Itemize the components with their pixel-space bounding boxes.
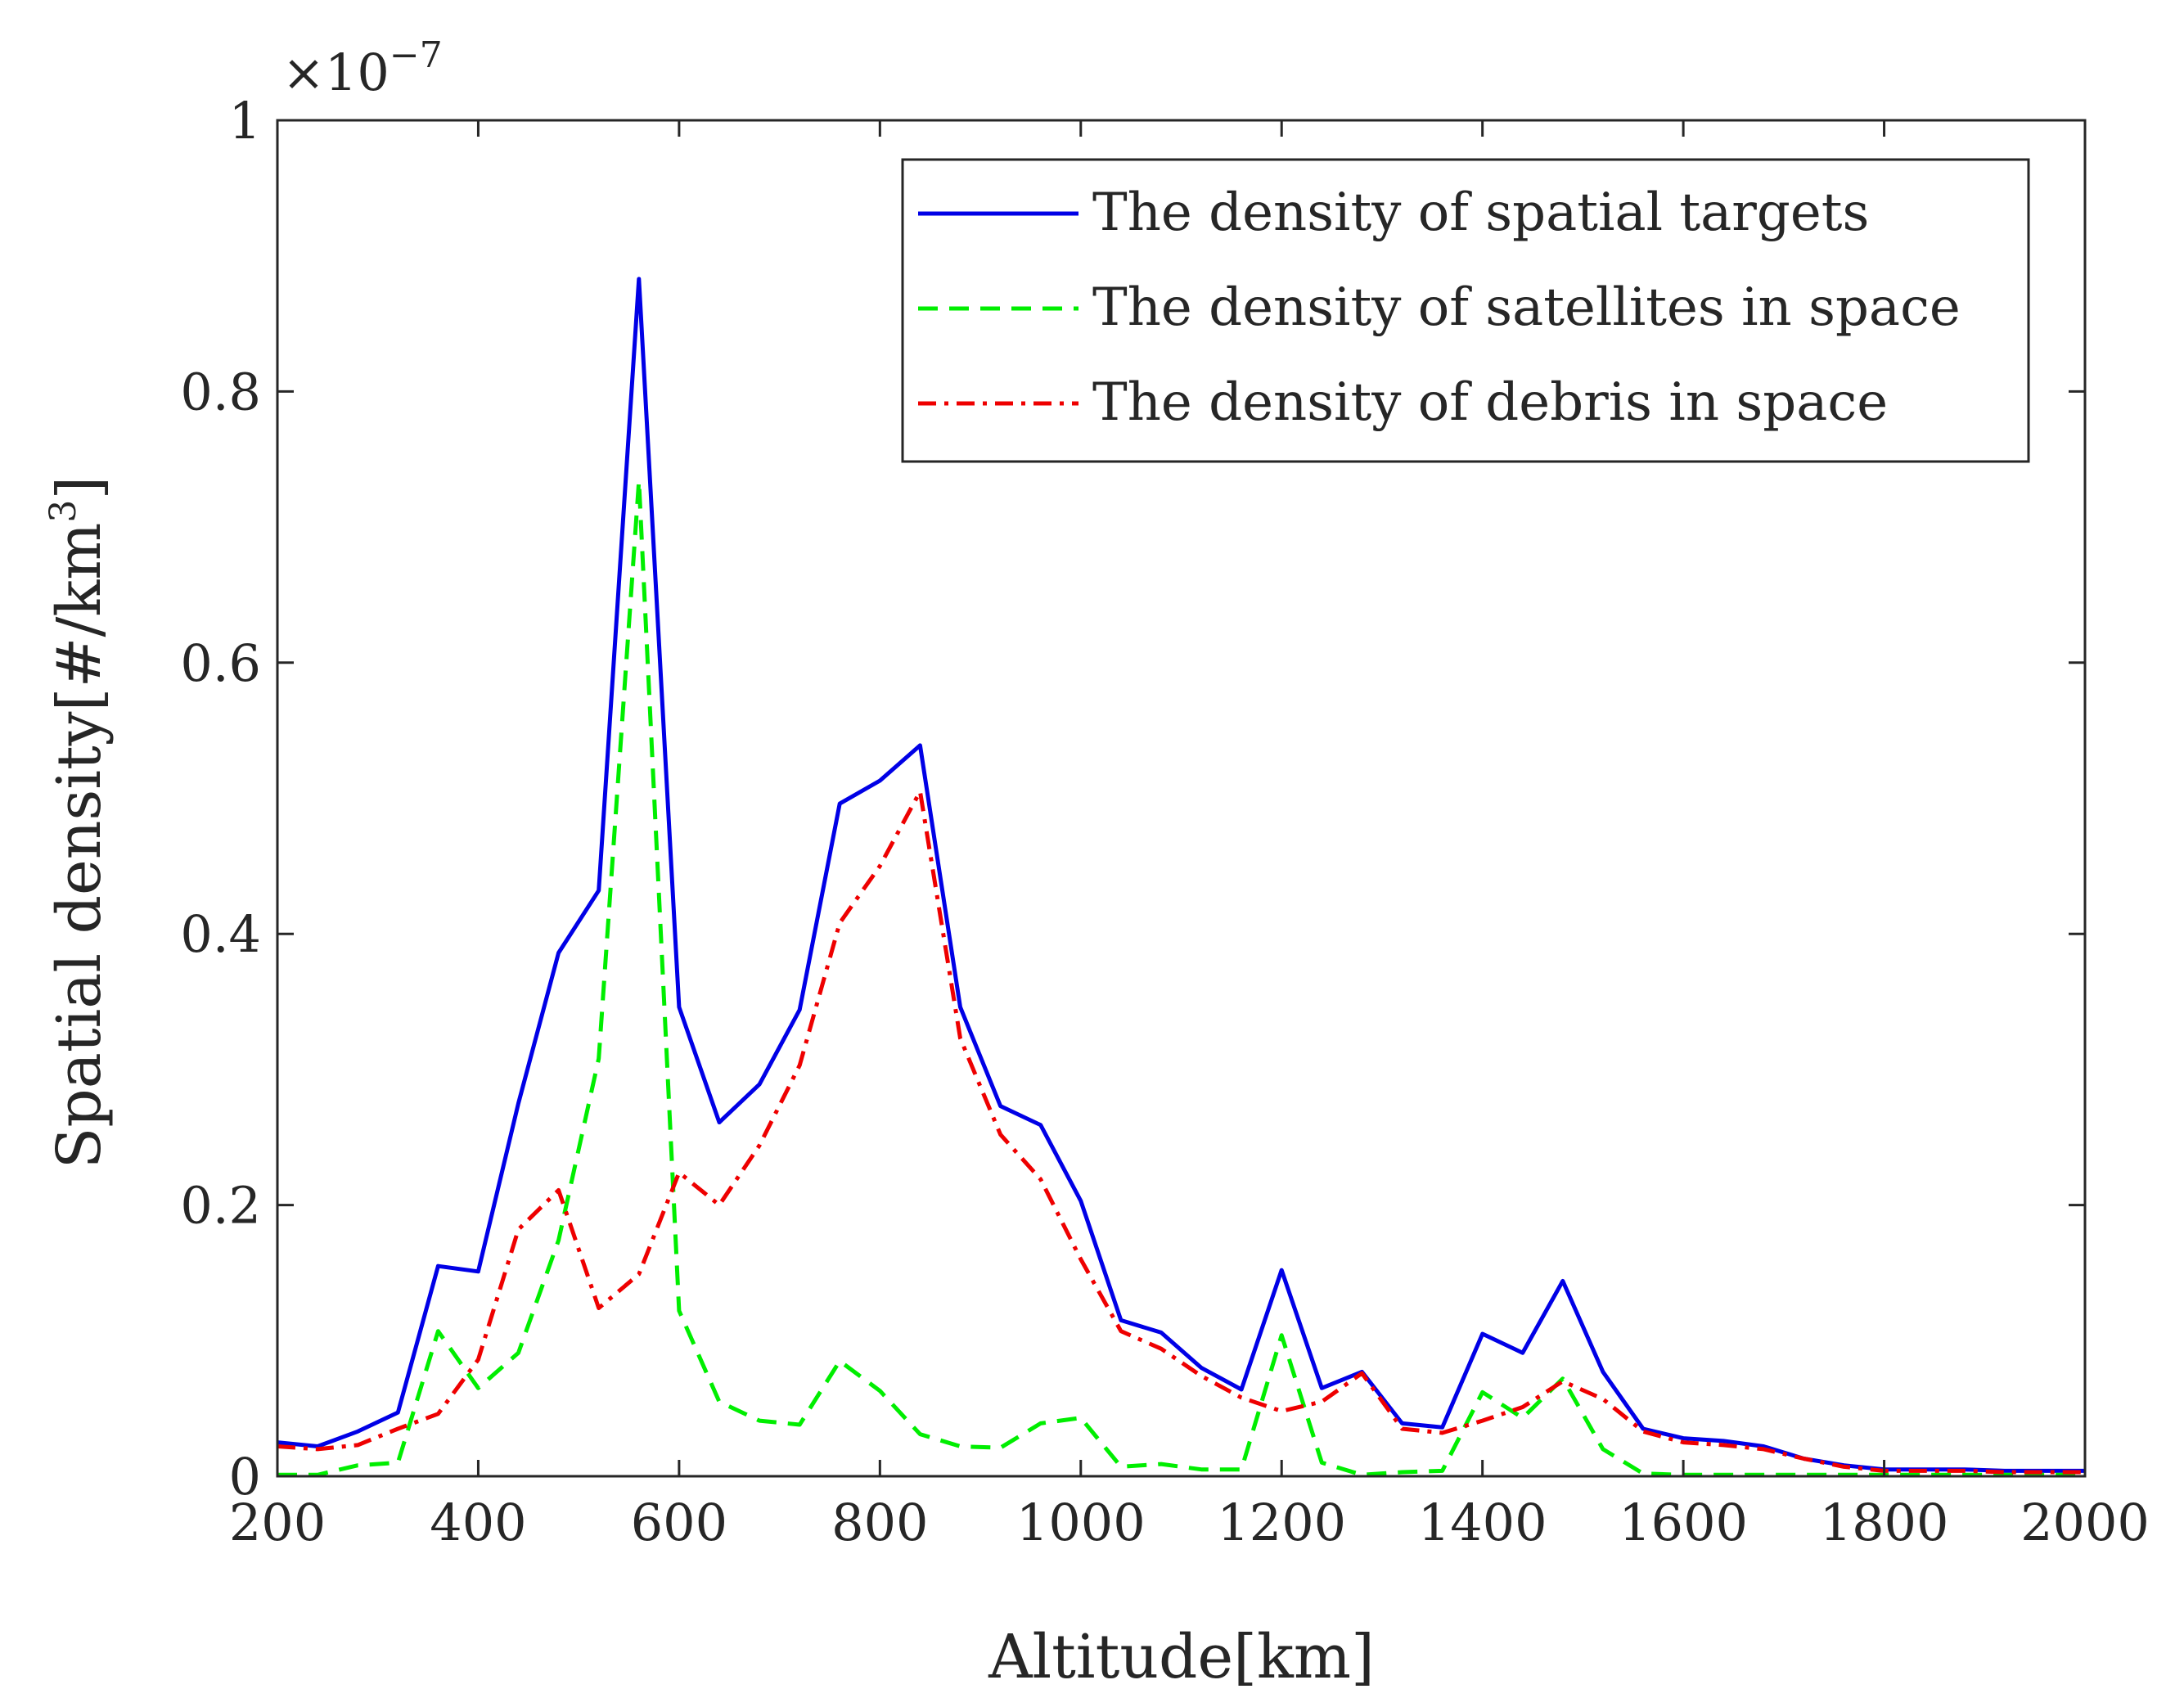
y-axis-label-close: ] <box>44 476 115 500</box>
legend: The density of spatial targets The densi… <box>901 158 2030 463</box>
series-layer <box>277 277 2085 1477</box>
y-tick-label: 0.4 <box>180 904 261 964</box>
axes-layer: 200 400 600 800 1000 1200 1400 1600 1800 2000 0 0.2… <box>180 91 2150 1552</box>
y-axis-label-main: Spatial density[#/km <box>44 523 115 1169</box>
y-axis-label-superscript: 3 <box>43 500 84 523</box>
legend-label-satellites: The density of satellites in space <box>1092 277 1961 338</box>
x-tick-label: 400 <box>430 1493 526 1552</box>
y-tick-label: 0.2 <box>180 1176 261 1236</box>
x-tick-label: 1600 <box>1619 1493 1748 1552</box>
y-multiplier: ×10−7 <box>282 34 443 102</box>
x-tick-label: 800 <box>831 1493 928 1552</box>
x-axis-label: Altitude[km] <box>988 1622 1375 1692</box>
legend-box <box>901 158 2030 463</box>
x-tick-label: 1800 <box>1820 1493 1949 1552</box>
y-tick-label: 0 <box>229 1447 261 1507</box>
y-tick-label: 0.8 <box>180 362 261 421</box>
series-line-1 <box>277 479 2085 1477</box>
legend-label-debris: The density of debris in space <box>1092 372 1888 433</box>
y-tick-label: 0.6 <box>180 633 261 693</box>
y-multiplier-base: ×10 <box>282 43 390 102</box>
x-tick-label: 200 <box>229 1493 326 1552</box>
x-tick-label: 600 <box>631 1493 727 1552</box>
x-tick-label: 1400 <box>1418 1493 1547 1552</box>
series-line-2 <box>277 789 2085 1475</box>
x-tick-label: 1200 <box>1217 1493 1346 1552</box>
y-tick-label: 1 <box>229 91 261 151</box>
y-axis-label: Spatial density[#/km3] <box>43 476 115 1169</box>
axes-box <box>276 119 2087 1478</box>
x-tick-label: 2000 <box>2020 1493 2150 1552</box>
legend-label-spatial-targets: The density of spatial targets <box>1092 182 1869 243</box>
x-tick-label: 1000 <box>1016 1493 1146 1552</box>
y-multiplier-exponent: −7 <box>390 34 443 76</box>
